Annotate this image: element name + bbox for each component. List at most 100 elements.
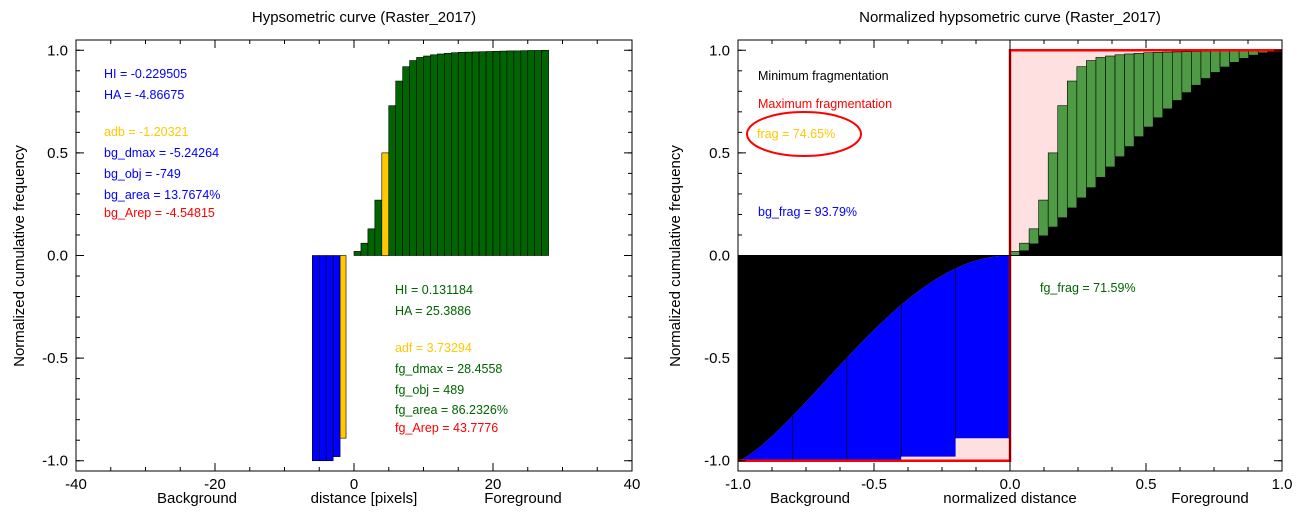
fg-bar [450,52,459,256]
fg-bar [1133,53,1144,137]
fg-bar [506,50,515,256]
chart2-annotation: frag = 74.65% [757,127,835,141]
bg-annotation: bg_Arep = -4.54815 [104,206,215,220]
fg-annotation: HA = 25.3886 [395,304,471,318]
fg-bar [1219,50,1230,68]
chart1-xtick-label: 20 [485,476,502,493]
chart2-ytick-label: -0.5 [704,350,730,367]
min-frag-area-fg [1010,50,1282,256]
fg-bar [388,105,396,256]
normalized-hypsometric-chart: Normalized hypsometric curve (Raster_201… [667,9,1292,507]
chart2-annotation: Minimum fragmentation [758,69,889,83]
chart2-bars [738,40,1282,471]
fg-bar [1114,54,1125,157]
fg-bar [492,50,501,256]
chart1-axes: -40 -20 0 20 40 -1.0 -0.5 0.0 0.5 1.0 [42,39,640,493]
fg-bar [1066,80,1078,209]
bg-annotation: bg_area = 13.7674% [104,188,220,202]
chart1-ytick-label: 1.0 [47,42,68,59]
chart2-ylabel: Normalized cumulative frequency [667,145,684,367]
fg-bar [1009,251,1020,256]
fg-bar [485,51,494,256]
chart2-xtick-label: -0.5 [861,476,887,493]
fg-bar [534,50,542,256]
fg-bar [1162,51,1173,110]
chart2-annotations: Minimum fragmentation Maximum fragmentati… [746,69,1136,295]
fg-bar [1200,50,1211,79]
fg-bar [457,52,466,256]
fg-bar [1152,52,1164,119]
fg-bar [1019,242,1030,252]
chart2-xlabel-left: Background [770,490,850,507]
fg-bar [1076,66,1087,199]
chart2-xtick-label: 0.5 [1136,476,1157,493]
chart2-title: Normalized hypsometric curve (Raster_201… [859,9,1161,26]
chart2-ytick-label: 1.0 [709,42,730,59]
fg-bar [513,50,522,256]
bg-annotation: adb = -1.20321 [104,125,188,139]
fg-bar [430,54,438,256]
fg-bar [1086,60,1097,188]
chart2-ytick-label: 0.5 [709,145,730,162]
bg-bar [325,255,334,462]
chart1-xtick-label: 0 [350,476,358,493]
fg-annotation: adf = 3.73294 [395,341,472,355]
chart1-ylabel: Normalized cumulative frequency [11,145,28,367]
fg-bar [437,53,445,256]
fg-bar [1057,105,1068,218]
chart1-ytick-label: -0.5 [42,350,68,367]
fg-annotation: fg_Arep = 43.7776 [395,421,498,435]
chart2-xtick-label: -1.0 [725,476,751,493]
fg-bar [541,49,549,256]
fg-bar [520,50,529,256]
fg-bar [1172,51,1183,101]
bg-bar [339,255,347,439]
fg-bar [381,152,390,256]
chart1-xtick-label: -20 [204,476,226,493]
fg-bar [1105,55,1116,168]
chart1-xlabel-left: Background [157,490,237,507]
fg-bar [1191,51,1202,86]
fg-bar [360,242,369,256]
chart1-xlabel-right: Foreground [484,490,562,507]
chart2-ytick-label: 0.0 [709,248,730,265]
bg-annotation: HI = -0.229505 [104,67,187,81]
hypsometric-chart: Hypsometric curve (Raster_2017) -40 -20 0 2… [11,9,640,507]
fg-bar [1095,57,1106,178]
fg-bar [471,51,480,256]
bg-bar [332,255,341,457]
chart1-ytick-label: -1.0 [42,453,68,470]
chart1-xtick-label: -40 [65,476,87,493]
chart2-annotation: bg_frag = 93.79% [758,205,857,219]
fg-annotation: fg_obj = 489 [395,383,464,397]
chart1-bars [311,49,549,462]
fg-bar [1238,50,1249,59]
bg-bar [311,255,320,462]
chart2-annotation: fg_frag = 71.59% [1040,281,1136,295]
fg-bar [478,51,487,256]
fg-annotation: HI = 0.131184 [395,283,473,297]
fg-bar [499,50,508,256]
fg-bar [1143,52,1154,128]
fg-bar [1028,228,1039,245]
fg-bar [1124,53,1135,147]
frag-highlight-ellipse [746,111,862,157]
fg-bar [464,51,473,256]
fg-bar [409,60,417,256]
fg-bar [353,251,362,256]
chart2-axes: -1.0 -0.5 0.0 0.5 1.0 -1.0 -0.5 0.0 0.5 1.0 [704,39,1293,493]
fg-bar [402,66,410,256]
chart1-ytick-label: 0.0 [47,248,68,265]
fg-bar [367,228,376,256]
bg-annotation: HA = -4.86675 [104,88,184,102]
bg-frag-area [738,255,1010,461]
chart2-annotation: Maximum fragmentation [758,97,892,111]
chart2-xtick-label: 0.0 [1000,476,1021,493]
fg-bar [1038,199,1049,237]
chart2-xtick-label: 1.0 [1272,476,1293,493]
chart1-ytick-label: 0.5 [47,145,68,162]
bg-bar [318,255,327,462]
fg-bar [395,80,403,256]
chart1-title: Hypsometric curve (Raster_2017) [252,9,476,26]
